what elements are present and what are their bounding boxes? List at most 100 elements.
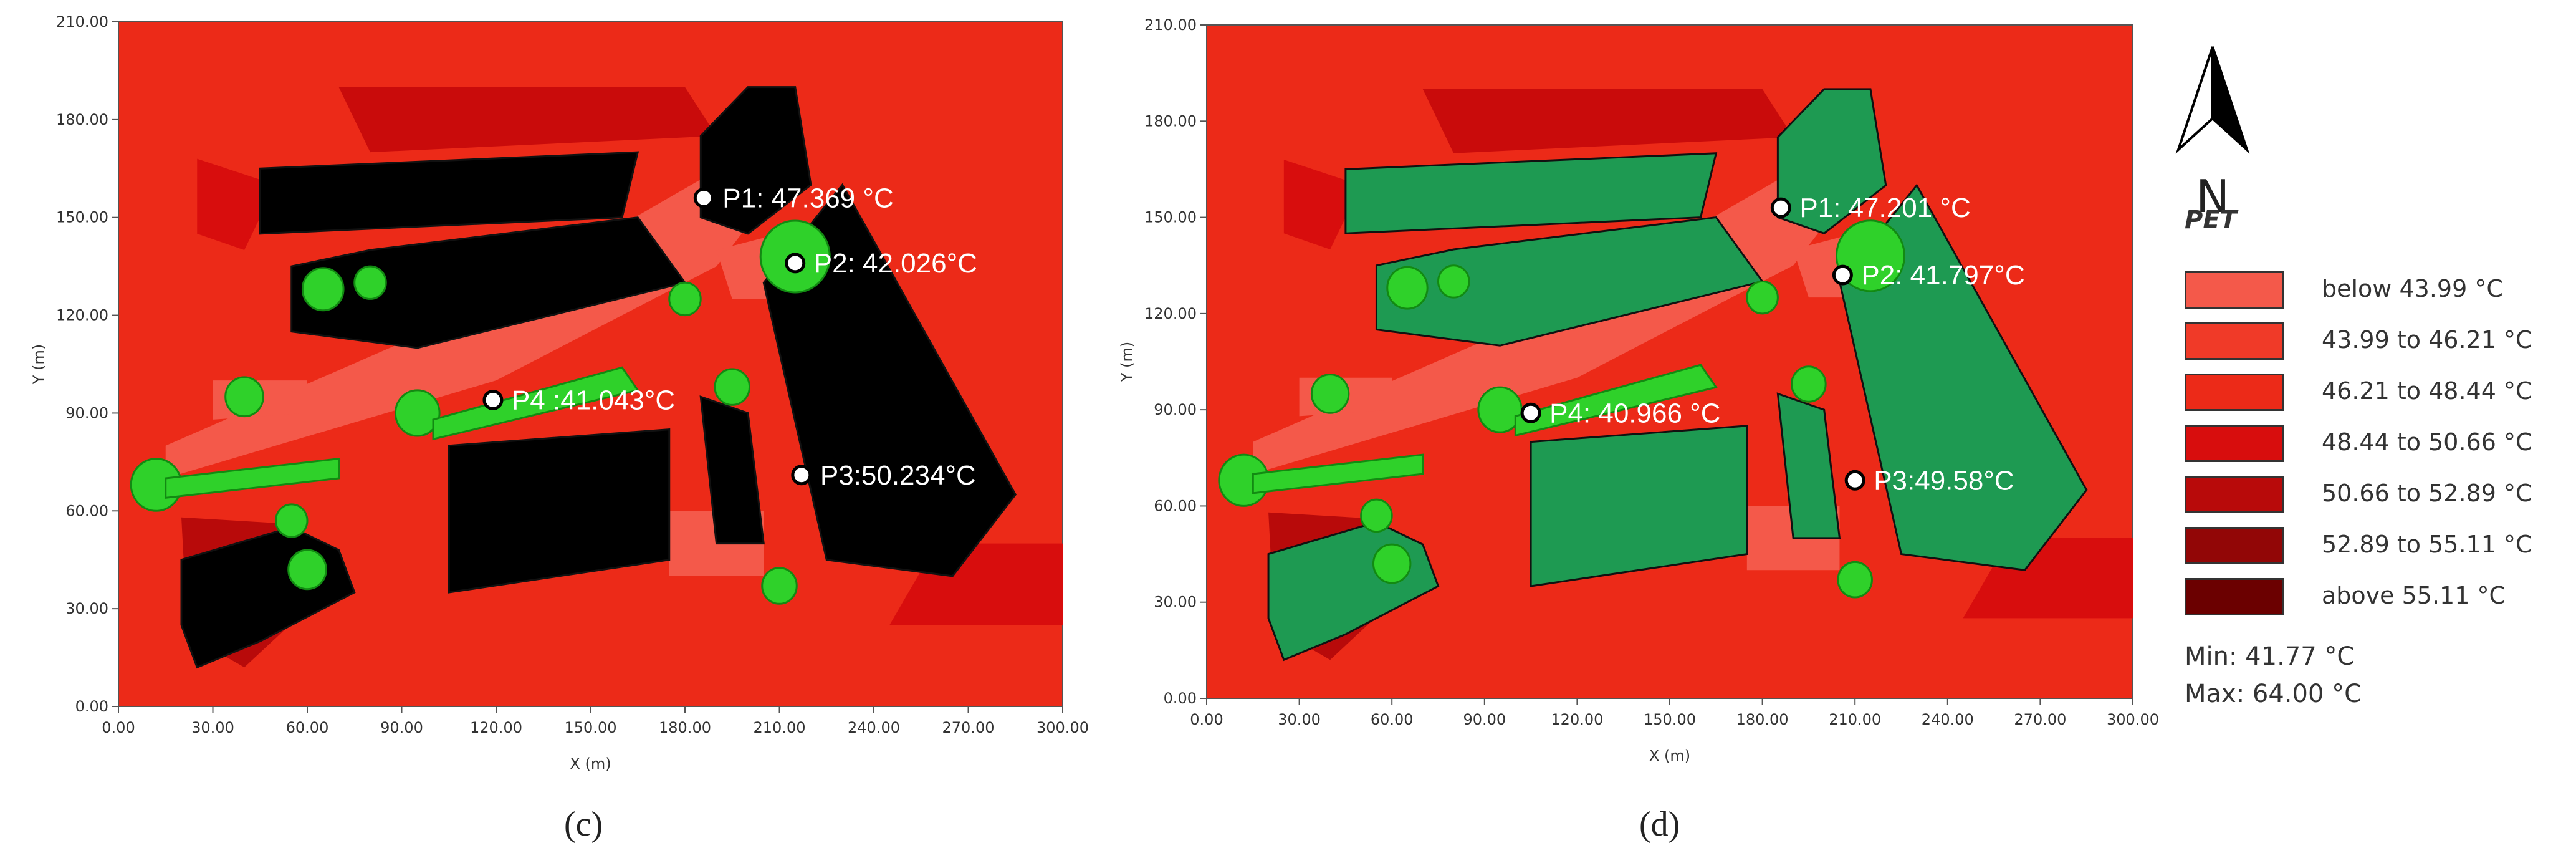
y-tick-label: 120.00 [1144, 305, 1197, 322]
tree-patch [1386, 266, 1429, 310]
tree-patch [761, 567, 798, 605]
y-tick-label: 60.00 [65, 502, 108, 519]
x-tick-label: 150.00 [565, 719, 617, 736]
building [1530, 425, 1748, 587]
map-panel-c: 0.00 30.00 60.00 90.00 120.00 150.00 180.00 210… [0, 0, 1097, 863]
north-arrow-icon: N [2175, 46, 2250, 223]
tree-row [432, 366, 639, 441]
measurement-point [693, 187, 714, 208]
legend-label: 43.99 to 46.21 °C [2322, 326, 2532, 354]
building [448, 428, 671, 594]
x-tick-label: 180.00 [1736, 711, 1789, 728]
legend-swatch [2185, 271, 2284, 309]
panel-caption-c: (c) [564, 805, 603, 844]
tree-patch [1437, 264, 1470, 299]
y-tick-label: 60.00 [1154, 497, 1197, 514]
legend: N PET below 43.99 °C 43.99 to 46.21 °C 46.… [2150, 0, 2576, 863]
legend-swatch [2185, 322, 2284, 360]
measurement-point [785, 253, 806, 274]
hot-zone [338, 87, 717, 153]
point-label: P3:49.58°C [1874, 465, 2014, 496]
building [762, 183, 1017, 577]
legend-item: 43.99 to 46.21 °C [2185, 322, 2571, 360]
x-tick-label: 240.00 [1922, 711, 1974, 728]
tree-patch [394, 389, 441, 437]
measurement-point [482, 390, 504, 411]
legend-item: 50.66 to 52.89 °C [2185, 476, 2571, 513]
y-tick-label: 30.00 [1154, 594, 1197, 611]
legend-swatch [2185, 527, 2284, 564]
x-tick-label: 300.00 [2107, 711, 2159, 728]
max-value: Max: 64.00 °C [2185, 680, 2362, 708]
point-label: P2: 42.026°C [814, 248, 977, 279]
x-tick-label: 0.00 [102, 719, 135, 736]
map-panel-d: 0.00 30.00 60.00 90.00 120.00 150.00 180.00 210… [1097, 0, 2159, 863]
y-tick-label: 30.00 [65, 600, 108, 617]
legend-swatch [2185, 374, 2284, 411]
y-tick-label: 150.00 [1144, 209, 1197, 226]
point-label: P4 :41.043°C [512, 385, 675, 416]
x-tick-label: 90.00 [1463, 711, 1506, 728]
tree-patch [353, 265, 387, 300]
x-axis-label: X (m) [1649, 747, 1690, 764]
y-axis-label: Y (m) [1118, 342, 1136, 382]
building [1776, 392, 1841, 539]
hot-zone [197, 158, 276, 250]
x-tick-label: 30.00 [191, 719, 234, 736]
point-label: P1: 47.369 °C [722, 183, 893, 213]
hot-zone [1283, 160, 1361, 249]
y-tick-label: 210.00 [56, 13, 108, 31]
hot-zone [1422, 89, 1794, 153]
legend-item: below 43.99 °C [2185, 271, 2571, 309]
x-tick-label: 120.00 [470, 719, 522, 736]
pet-map-c: 0.00 30.00 60.00 90.00 120.00 150.00 180.00 210… [30, 13, 1089, 773]
x-tick-label: 210.00 [754, 719, 806, 736]
measurement-point [791, 465, 812, 486]
x-axis-label: X (m) [570, 755, 611, 773]
y-tick-label: 120.00 [56, 307, 108, 324]
legend-label: 46.21 to 48.44 °C [2322, 377, 2532, 405]
legend-item: 52.89 to 55.11 °C [2185, 527, 2571, 564]
tree-patch [287, 549, 327, 591]
y-tick-label: 0.00 [75, 698, 108, 715]
x-tick-label: 240.00 [848, 719, 900, 736]
y-tick-label: 0.00 [1164, 690, 1197, 707]
min-value: Min: 41.77 °C [2185, 642, 2355, 671]
building [259, 151, 639, 235]
y-tick-label: 90.00 [65, 404, 108, 422]
legend-swatch [2185, 578, 2284, 615]
building [699, 86, 812, 235]
y-tick-label: 90.00 [1154, 401, 1197, 418]
point-label: P3:50.234°C [820, 460, 976, 491]
panel-caption-d: (d) [1639, 805, 1680, 844]
tree-row [1514, 364, 1718, 437]
legend-label: 52.89 to 55.11 °C [2322, 531, 2532, 558]
tree-patch [1746, 280, 1779, 315]
building [699, 395, 765, 545]
x-tick-label: 300.00 [1037, 719, 1089, 736]
tree-patch [1837, 561, 1873, 599]
legend-label: above 55.11 °C [2322, 582, 2506, 609]
x-tick-label: 180.00 [659, 719, 711, 736]
legend-label: 48.44 to 50.66 °C [2322, 428, 2532, 456]
pet-map-d: 0.00 30.00 60.00 90.00 120.00 150.00 180.00 210… [1118, 16, 2159, 764]
x-tick-label: 270.00 [2014, 711, 2066, 728]
tree-patch [301, 267, 345, 312]
tree-patch [1310, 374, 1350, 414]
x-tick-label: 90.00 [380, 719, 423, 736]
building [1344, 152, 1718, 234]
x-tick-label: 60.00 [1371, 711, 1414, 728]
y-axis-label: Y (m) [30, 344, 47, 385]
legend-item: 46.21 to 48.44 °C [2185, 374, 2571, 411]
tree-row [165, 457, 340, 499]
legend-swatch [2185, 425, 2284, 462]
measurement-point [1520, 402, 1541, 423]
measurement-point [1770, 197, 1791, 218]
y-tick-label: 150.00 [56, 209, 108, 226]
legend-label: below 43.99 °C [2322, 275, 2503, 302]
legend-swatch [2185, 476, 2284, 513]
tree-patch [224, 376, 264, 418]
building [1838, 183, 2088, 571]
point-label: P1: 47.201 °C [1799, 193, 1970, 223]
x-tick-label: 0.00 [1190, 711, 1223, 728]
